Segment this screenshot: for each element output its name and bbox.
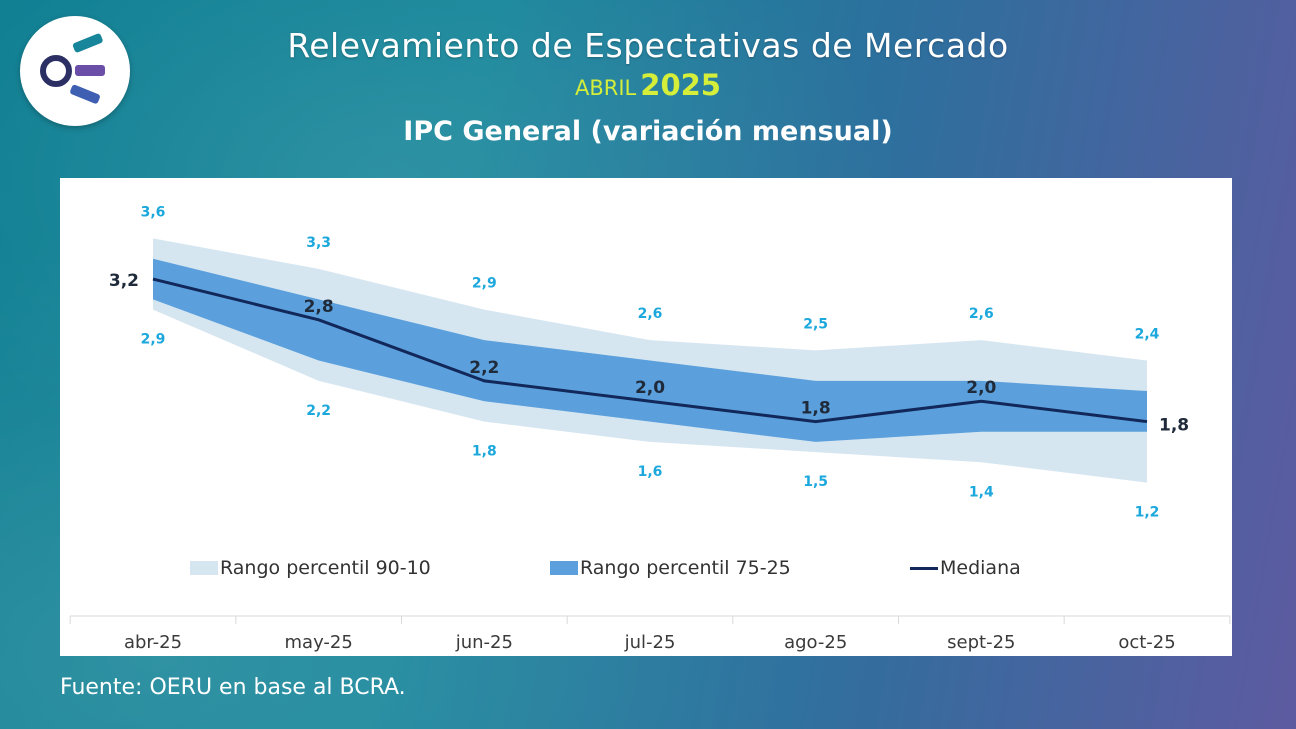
label-upper: 2,9 [472, 276, 497, 292]
logo-mark-icon [40, 33, 105, 104]
legend-item-75-25: Rango percentil 75-25 [550, 556, 791, 580]
chart-panel: 3,6 2,9 3,2 3,3 2,2 2,8 2,9 1,8 2,2 2,6 1,6 2,0 2,5 1… [60, 178, 1232, 656]
source-note: Fuente: OERU en base al BCRA. [60, 675, 406, 700]
report-year: 2025 [640, 68, 721, 102]
median-line [152, 277, 1148, 424]
legend-swatch-90-10 [190, 561, 218, 575]
x-tick-label: may-25 [285, 632, 353, 653]
legend-swatch-mediana [910, 566, 938, 570]
label-upper: 3,6 [141, 204, 166, 220]
label-lower: 2,2 [306, 403, 331, 419]
x-tick-label: oct-25 [1118, 632, 1175, 653]
label-median: 3,2 [109, 271, 139, 291]
label-upper: 2,5 [803, 316, 828, 332]
ipc-chart: 3,6 2,9 3,2 3,3 2,2 2,8 2,9 1,8 2,2 2,6 1,6 2,0 2,5 1… [69, 204, 1231, 653]
legend-label-75-25: Rango percentil 75-25 [580, 557, 791, 579]
report-month: ABRIL [575, 76, 637, 100]
label-median: 2,8 [304, 297, 334, 317]
label-lower: 1,4 [969, 484, 994, 500]
label-median: 2,2 [469, 358, 499, 378]
x-tick-label: sept-25 [947, 632, 1015, 653]
x-tick-label: jul-25 [624, 632, 676, 653]
legend-swatch-75-25 [550, 561, 578, 575]
label-upper: 2,4 [1135, 327, 1160, 343]
band-75-25 [153, 258, 1147, 442]
page-title: Relevamiento de Espectativas de Mercado [287, 26, 1009, 65]
label-lower: 1,6 [638, 464, 663, 480]
label-lower: 2,9 [141, 332, 166, 348]
data-labels: 3,6 2,9 3,2 3,3 2,2 2,8 2,9 1,8 2,2 2,6 1,6 2,0 2,5 1… [109, 204, 1189, 520]
chart-title: IPC General (variación mensual) [403, 116, 893, 147]
label-median: 1,8 [1159, 416, 1189, 436]
label-lower: 1,5 [803, 474, 828, 490]
label-lower: 1,8 [472, 444, 497, 460]
label-median: 1,8 [801, 399, 831, 419]
label-median: 2,0 [635, 378, 665, 398]
label-upper: 3,3 [306, 235, 331, 251]
legend-label-mediana: Mediana [940, 557, 1021, 579]
oeru-logo [20, 16, 130, 126]
label-lower: 1,2 [1135, 505, 1160, 521]
label-upper: 2,6 [969, 306, 994, 322]
report-period: ABRIL 2025 [0, 68, 1296, 102]
x-axis: abr-25 may-25 jun-25 jul-25 ago-25 sept-25 oct… [69, 615, 1231, 653]
label-upper: 2,6 [638, 306, 663, 322]
x-tick-label: ago-25 [784, 632, 847, 653]
label-median: 2,0 [966, 378, 996, 398]
legend-label-90-10: Rango percentil 90-10 [220, 557, 431, 579]
x-tick-label: jun-25 [455, 632, 513, 653]
legend-item-mediana: Mediana [910, 556, 1021, 580]
legend-item-90-10: Rango percentil 90-10 [190, 556, 431, 580]
x-tick-label: abr-25 [124, 632, 182, 653]
